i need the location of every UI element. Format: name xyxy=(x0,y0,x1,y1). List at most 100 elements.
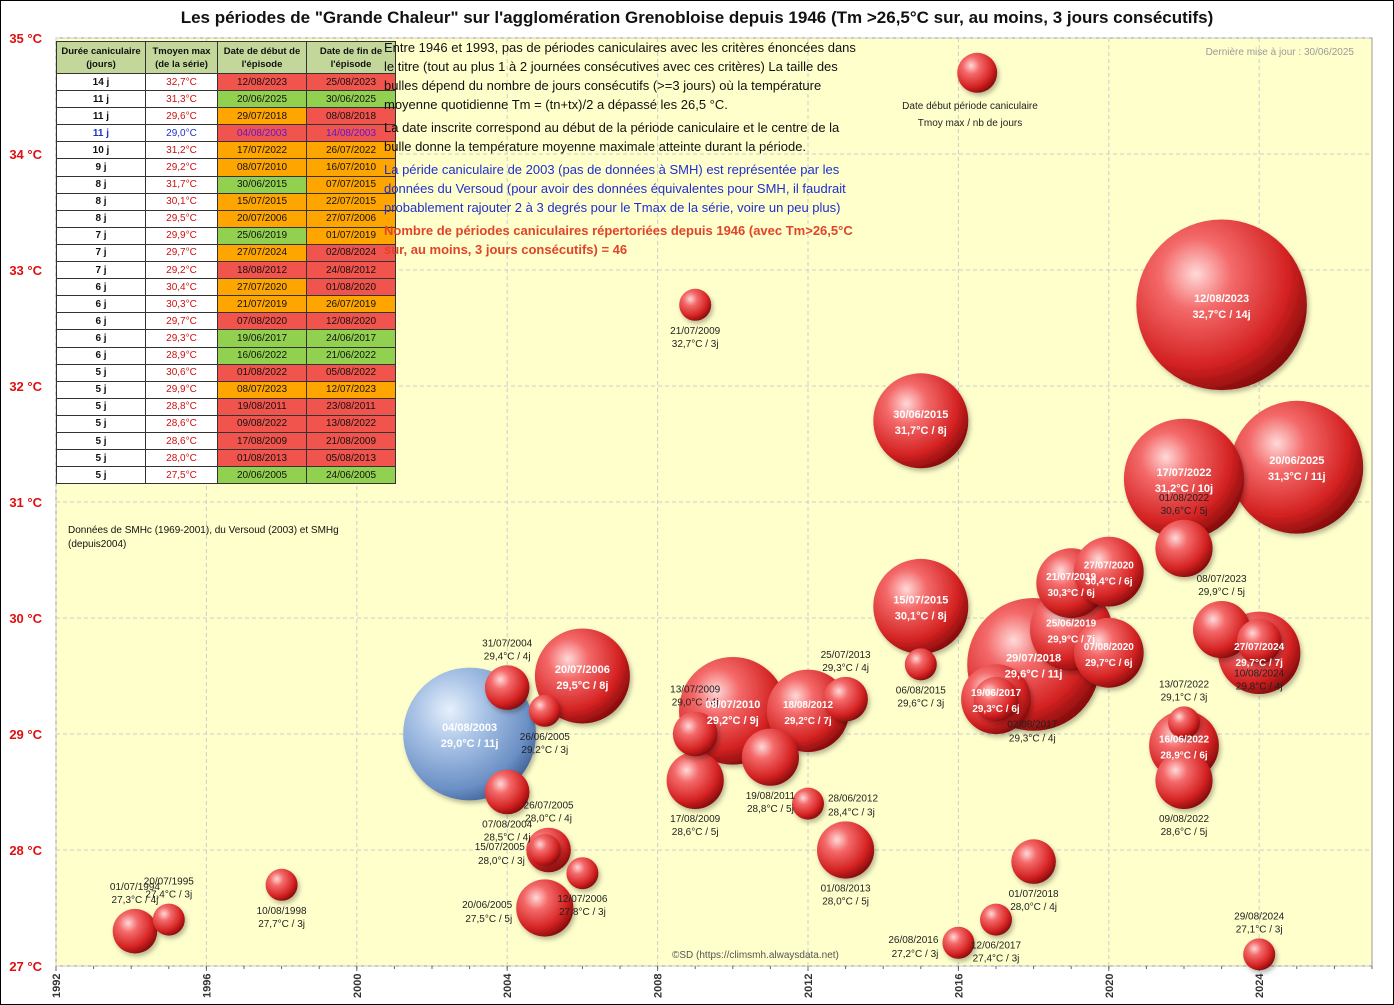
start-date-cell: 08/07/2023 xyxy=(217,380,307,399)
bubble xyxy=(873,373,969,469)
table-row: 8 j 31,7°C 30/06/2015 07/07/2015 xyxy=(56,175,396,194)
bubble-value-label: 29,5°C / 8j xyxy=(556,680,608,692)
bubble-value-label: 31,2°C / 10j xyxy=(1155,483,1213,495)
bubble-date-label: 26/07/2005 xyxy=(524,801,574,812)
col-header-tmoy: Tmoyen max (de la série) xyxy=(145,41,218,74)
bubble-value-label: 32,7°C / 3j xyxy=(672,339,719,350)
bubble-date-label: 16/06/2022 xyxy=(1159,735,1209,746)
bubble-date-label: 01/07/1994 xyxy=(110,882,160,893)
start-date-cell: 01/08/2022 xyxy=(217,363,307,382)
y-axis-tick-labels: 27 °C 28 °C 29 °C 30 °C 31 °C 32 °C 33 °C 34 °C… xyxy=(9,31,42,974)
duration-cell: 5 j xyxy=(56,449,146,468)
table-row: 8 j 30,1°C 15/07/2015 22/07/2015 xyxy=(56,192,396,211)
end-date-cell: 24/08/2012 xyxy=(306,261,396,280)
y-tick-label: 29 °C xyxy=(9,727,42,742)
bubble-value-label: 27,4°C / 3j xyxy=(145,890,192,901)
end-date-cell: 07/07/2015 xyxy=(306,175,396,194)
x-tick-label: 2008 xyxy=(653,974,665,998)
end-date-cell: 05/08/2022 xyxy=(306,363,396,382)
bubble xyxy=(973,676,1019,722)
bubble xyxy=(112,908,158,954)
bubble xyxy=(1236,618,1282,664)
bubble-value-label: 28,5°C / 4j xyxy=(484,832,531,843)
bubble-value-label: 29,3°C / 6j xyxy=(972,704,1020,715)
table-row: 6 j 30,4°C 27/07/2020 01/08/2020 xyxy=(56,278,396,297)
bubble xyxy=(1123,418,1245,539)
bubble-date-label: 20/07/2006 xyxy=(555,664,610,676)
col-header-start: Date de début de l'épisode xyxy=(217,41,307,74)
bubble xyxy=(1155,519,1213,578)
table-body: 14 j 32,7°C 12/08/2023 25/08/2023 11 j 31,3°C… xyxy=(56,72,396,485)
bubble-value-label: 29,2°C / 9j xyxy=(707,715,759,727)
bubble-date-label: 21/07/2009 xyxy=(670,326,720,337)
bubble-value-label: 28,6°C / 5j xyxy=(1161,827,1208,838)
start-date-cell: 16/06/2022 xyxy=(217,346,307,365)
bubble-value-label: 29,0°C / 11j xyxy=(441,738,499,750)
end-date-cell: 27/07/2006 xyxy=(306,209,396,228)
bubble xyxy=(1230,400,1364,534)
bubble-value-label: 29,3°C / 4j xyxy=(1009,734,1056,745)
bubble xyxy=(666,751,724,810)
bubble-value-label: 31,3°C / 11j xyxy=(1268,471,1326,483)
tmoy-cell: 27,5°C xyxy=(145,466,218,485)
tmoy-cell: 32,7°C xyxy=(145,72,218,92)
end-date-cell: 12/08/2020 xyxy=(306,312,396,331)
tmoy-cell: 30,6°C xyxy=(145,363,218,382)
duration-cell: 6 j xyxy=(56,312,146,331)
bubble xyxy=(1073,536,1144,607)
bubble-date-label: 04/08/2003 xyxy=(442,722,497,734)
bubble xyxy=(792,787,824,820)
start-date-cell: 29/07/2018 xyxy=(217,107,307,126)
bubble-date-label: 25/06/2019 xyxy=(1046,619,1096,630)
bubble-date-label: 10/08/1998 xyxy=(257,906,307,917)
duration-cell: 10 j xyxy=(56,141,146,160)
duration-cell: 6 j xyxy=(56,295,146,314)
bubble-date-label: 29/07/2018 xyxy=(1006,652,1061,664)
start-date-cell: 17/08/2009 xyxy=(217,431,307,451)
bubble-value-label: 29,7°C / 7j xyxy=(1236,658,1284,669)
bubble xyxy=(1243,938,1276,971)
bubble xyxy=(534,628,630,724)
table-row: 6 j 29,7°C 07/08/2020 12/08/2020 xyxy=(56,312,396,331)
bubble-date-label: 20/06/2025 xyxy=(1269,455,1324,467)
tmoy-cell: 28,6°C xyxy=(145,414,218,433)
bubble-value-label: 30,3°C / 6j xyxy=(1048,588,1096,599)
end-date-cell: 30/06/2025 xyxy=(306,90,396,109)
bubble-date-label: 08/07/2010 xyxy=(705,699,760,711)
duration-cell: 7 j xyxy=(56,226,146,245)
bubble-value-label: 28,9°C / 6j xyxy=(1160,751,1208,762)
bubble xyxy=(516,879,574,937)
bubble-value-label: 29,2°C / 3j xyxy=(521,745,568,756)
bubble-value-label: 28,4°C / 3j xyxy=(828,808,875,819)
end-date-cell: 21/08/2009 xyxy=(306,431,396,451)
bubble-date-label: 12/06/2017 xyxy=(971,941,1021,952)
end-date-cell: 22/07/2015 xyxy=(306,192,396,211)
credit: ©SD (https://climsmh.alwaysdata.net) xyxy=(672,950,839,961)
x-tick-label: 2004 xyxy=(502,973,514,998)
note-date-meaning: La date inscrite correspond au début de … xyxy=(384,120,840,154)
duration-cell: 5 j xyxy=(56,363,146,382)
tmoy-cell: 28,0°C xyxy=(145,449,218,468)
bubble-date-label: 18/08/2012 xyxy=(783,700,833,711)
y-tick-label: 33 °C xyxy=(9,263,42,278)
end-date-cell: 16/07/2010 xyxy=(306,158,396,177)
tmoy-cell: 28,9°C xyxy=(145,346,218,365)
bubble xyxy=(1155,751,1213,810)
table-row: 7 j 29,9°C 25/06/2019 01/07/2019 xyxy=(56,226,396,245)
table-row: 14 j 32,7°C 12/08/2023 25/08/2023 xyxy=(56,72,396,92)
bubble-date-label: 10/08/2024 xyxy=(1234,669,1284,680)
bubble xyxy=(817,821,875,879)
end-date-cell: 25/08/2023 xyxy=(306,72,396,92)
bubble-date-label: 13/07/2022 xyxy=(1159,679,1209,690)
source-note: Données de SMHc (1969-2001), du Versoud … xyxy=(68,525,339,550)
bubble-date-label: 01/08/2022 xyxy=(1159,493,1209,504)
bubble xyxy=(823,676,868,722)
bubble-value-label: 28,0°C / 3j xyxy=(478,856,525,867)
legend-ref-line2: Tmoy max / nb de jours xyxy=(917,118,1023,129)
start-date-cell: 01/08/2013 xyxy=(217,449,307,468)
col-header-duration: Durée caniculaire (jours) xyxy=(56,41,146,74)
x-tick-label: 2012 xyxy=(803,974,815,998)
start-date-cell: 21/07/2019 xyxy=(217,295,307,314)
end-date-cell: 24/06/2005 xyxy=(306,466,396,485)
bubble-value-label: 29,9°C / 5j xyxy=(1198,587,1245,598)
